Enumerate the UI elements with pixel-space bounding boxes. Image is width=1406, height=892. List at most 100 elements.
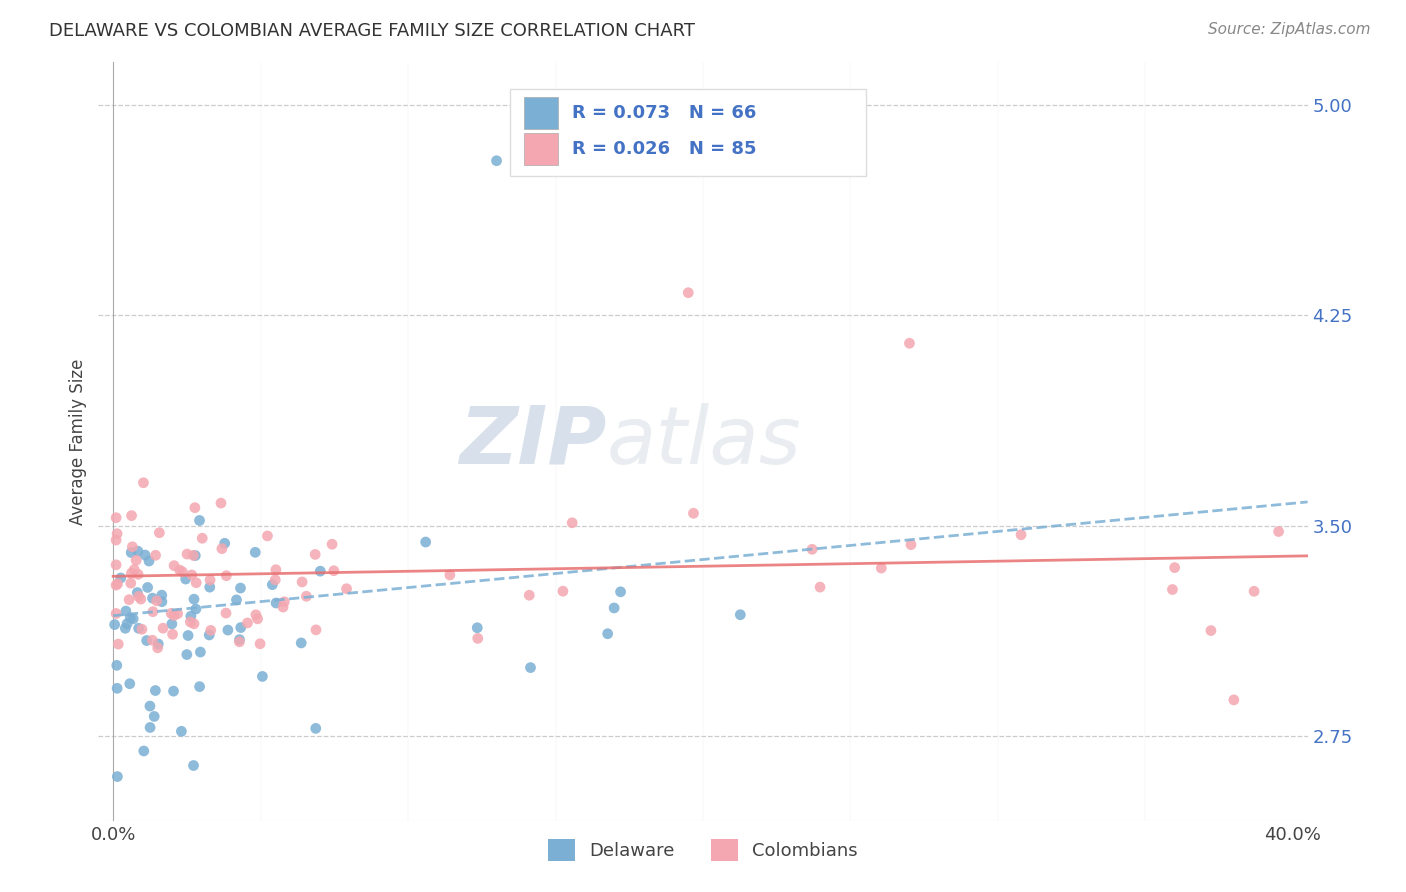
Point bbox=[118, 677, 141, 691]
FancyBboxPatch shape bbox=[509, 89, 866, 177]
Point bbox=[551, 584, 574, 599]
Point bbox=[229, 581, 252, 595]
Point bbox=[262, 577, 284, 591]
Point bbox=[209, 496, 232, 510]
Point bbox=[183, 616, 205, 631]
Point bbox=[1199, 624, 1222, 638]
Point bbox=[603, 601, 626, 615]
Point bbox=[252, 669, 274, 683]
Point bbox=[132, 744, 155, 758]
Point bbox=[120, 545, 142, 559]
Point bbox=[141, 591, 163, 606]
Legend: Delaware, Colombians: Delaware, Colombians bbox=[541, 832, 865, 869]
Point bbox=[1243, 584, 1265, 599]
Point bbox=[127, 567, 149, 582]
Y-axis label: Average Family Size: Average Family Size bbox=[69, 359, 87, 524]
Point bbox=[184, 500, 207, 515]
Point bbox=[200, 624, 222, 638]
Point bbox=[169, 563, 191, 577]
Point bbox=[125, 553, 148, 567]
Point bbox=[150, 595, 173, 609]
Point bbox=[120, 576, 142, 591]
Point bbox=[118, 592, 141, 607]
Point bbox=[198, 580, 221, 594]
Point bbox=[160, 607, 183, 621]
Point bbox=[1399, 598, 1406, 612]
Point bbox=[183, 549, 205, 563]
Point bbox=[273, 595, 295, 609]
Point bbox=[264, 596, 287, 610]
Point bbox=[609, 584, 631, 599]
Text: R = 0.026   N = 85: R = 0.026 N = 85 bbox=[572, 140, 756, 158]
Point bbox=[1010, 527, 1032, 541]
Point bbox=[245, 607, 267, 622]
Point bbox=[115, 604, 138, 618]
Point bbox=[184, 602, 207, 616]
Point bbox=[188, 513, 211, 527]
Point bbox=[163, 608, 186, 623]
Point bbox=[105, 607, 128, 621]
Point bbox=[229, 621, 252, 635]
Point bbox=[135, 633, 157, 648]
Point bbox=[596, 626, 619, 640]
Point bbox=[415, 535, 437, 549]
Point bbox=[121, 540, 143, 554]
Point bbox=[134, 548, 156, 562]
Point bbox=[249, 637, 271, 651]
Point bbox=[465, 621, 488, 635]
Point bbox=[180, 609, 202, 624]
Point bbox=[143, 709, 166, 723]
Point bbox=[228, 632, 250, 647]
Point bbox=[105, 510, 128, 524]
Point bbox=[105, 770, 128, 784]
Point bbox=[517, 588, 540, 602]
Point bbox=[304, 548, 326, 562]
Point bbox=[1163, 560, 1185, 574]
Point bbox=[198, 628, 221, 642]
Text: Source: ZipAtlas.com: Source: ZipAtlas.com bbox=[1208, 22, 1371, 37]
Point bbox=[132, 475, 155, 490]
Point bbox=[174, 572, 197, 586]
Point bbox=[145, 683, 167, 698]
Point bbox=[122, 612, 145, 626]
Point bbox=[236, 615, 259, 630]
Point bbox=[246, 612, 269, 626]
Point bbox=[264, 573, 287, 587]
Point bbox=[598, 148, 620, 162]
Point bbox=[730, 607, 752, 622]
Point bbox=[114, 621, 136, 635]
Point bbox=[104, 617, 127, 632]
Point bbox=[898, 336, 921, 351]
Point bbox=[1161, 582, 1184, 597]
Point bbox=[163, 558, 186, 573]
Point bbox=[184, 549, 207, 563]
Point bbox=[146, 640, 169, 655]
Point bbox=[138, 554, 160, 568]
Point bbox=[110, 571, 132, 585]
Point bbox=[335, 582, 357, 596]
Point bbox=[115, 616, 138, 631]
Point bbox=[152, 621, 174, 635]
Point bbox=[191, 531, 214, 545]
Point bbox=[122, 562, 145, 576]
Point bbox=[179, 615, 201, 629]
Point bbox=[105, 526, 128, 541]
Point bbox=[467, 632, 489, 646]
Point bbox=[141, 633, 163, 648]
Point bbox=[217, 623, 239, 637]
Point bbox=[160, 616, 183, 631]
Point bbox=[801, 542, 824, 557]
Point bbox=[295, 589, 318, 603]
Point bbox=[485, 153, 508, 168]
Point bbox=[128, 621, 150, 635]
Point bbox=[214, 536, 236, 550]
Point bbox=[162, 684, 184, 698]
Point bbox=[256, 529, 278, 543]
FancyBboxPatch shape bbox=[524, 133, 558, 165]
Point bbox=[139, 721, 162, 735]
Point bbox=[198, 573, 221, 587]
Point bbox=[107, 637, 129, 651]
Point bbox=[142, 605, 165, 619]
Point bbox=[176, 547, 198, 561]
Point bbox=[129, 592, 152, 607]
